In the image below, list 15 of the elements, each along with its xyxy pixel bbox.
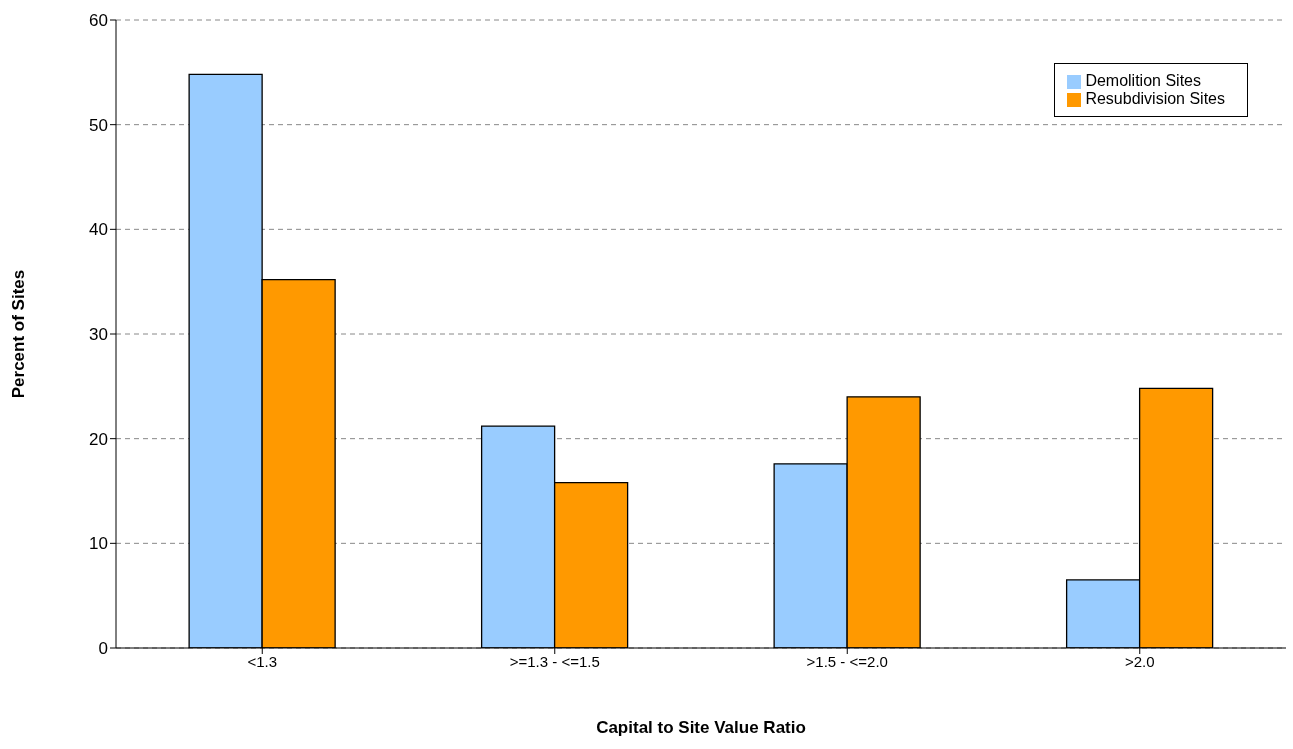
x-tick-label: >=1.3 - <=1.5 — [509, 652, 600, 670]
x-tick-label: >1.5 - <=2.0 — [806, 652, 888, 670]
legend-label: Demolition Sites — [1085, 72, 1201, 89]
x-tick-label: <1.3 — [247, 652, 278, 670]
y-tick-label: 60 — [89, 11, 108, 31]
legend-label: Resubdivision Sites — [1085, 90, 1225, 107]
y-tick-label: 30 — [89, 325, 108, 345]
x-axis-title: Capital to Site Value Ratio — [596, 718, 806, 737]
y-tick-label: 0 — [98, 639, 108, 659]
y-tick-label: 20 — [89, 429, 108, 449]
y-tick-label: 10 — [89, 534, 108, 554]
y-axis-title: Percent of Sites — [9, 269, 29, 399]
y-tick-label: 50 — [89, 115, 108, 135]
y-tick-label: 40 — [89, 220, 108, 240]
x-tick-label: >2.0 — [1124, 652, 1155, 670]
